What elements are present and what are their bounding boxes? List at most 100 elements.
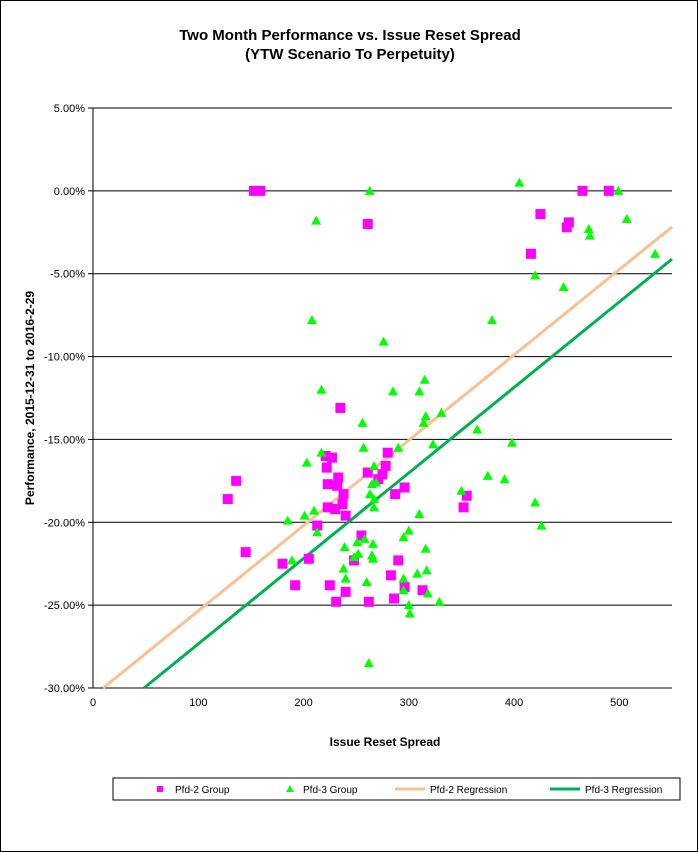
- pfd3-point: [388, 386, 399, 396]
- pfd3-point: [378, 336, 389, 346]
- pfd2-point: [333, 472, 344, 483]
- pfd3-point: [338, 563, 349, 573]
- x-tick-label: 500: [610, 697, 628, 709]
- y-tick-label: -15.00%: [44, 434, 85, 446]
- pfd3-point: [428, 439, 439, 449]
- pfd2-point: [332, 480, 343, 491]
- x-tick-label: 100: [189, 697, 207, 709]
- pfd3-point: [584, 230, 595, 240]
- y-tick-label: -30.00%: [44, 683, 85, 695]
- pfd2-point: [277, 558, 288, 569]
- pfd2-point: [290, 580, 301, 591]
- pfd3-point: [419, 374, 430, 384]
- pfd2-point: [385, 570, 396, 581]
- x-tick-label: 300: [400, 697, 418, 709]
- pfd3-point: [420, 543, 431, 553]
- pfd3-point: [472, 424, 483, 434]
- legend-pfd2-group: Pfd-2 Group: [175, 785, 230, 796]
- pfd2-point: [417, 585, 428, 596]
- pfd2-point: [356, 530, 367, 541]
- pfd2-point: [322, 479, 333, 490]
- pfd2-point: [363, 596, 374, 607]
- pfd3-point: [436, 407, 447, 417]
- pfd3-point: [530, 497, 541, 507]
- pfd3-point: [301, 457, 312, 467]
- pfd2-point: [389, 593, 400, 604]
- pfd3-point: [361, 576, 372, 586]
- pfd2-point: [222, 494, 233, 505]
- legend-pfd2-regression: Pfd-2 Regression: [430, 785, 507, 796]
- pfd2-point: [380, 460, 391, 471]
- pfd3-point: [358, 442, 369, 452]
- pfd2-point: [362, 467, 373, 478]
- y-tick-label: -10.00%: [44, 352, 85, 364]
- pfd3-point: [371, 477, 382, 487]
- pfd3-point: [558, 281, 569, 291]
- pfd3-point: [621, 214, 632, 224]
- pfd3-point: [650, 248, 661, 258]
- pfd2-point: [335, 402, 346, 413]
- pfd2-point: [249, 185, 260, 196]
- y-tick-label: -5.00%: [50, 269, 85, 281]
- pfd2-point: [577, 185, 588, 196]
- pfd2-point: [382, 447, 393, 458]
- pfd2-point: [362, 219, 373, 229]
- pfd3-point: [359, 533, 370, 543]
- pfd2-point: [535, 209, 546, 220]
- pfd3-point: [316, 384, 327, 394]
- pfd3-point: [299, 510, 310, 520]
- legend-pfd3-regression: Pfd-3 Regression: [585, 785, 662, 796]
- x-tick-label: 400: [505, 697, 523, 709]
- pfd3-point: [418, 417, 429, 427]
- x-axis-label: Issue Reset Spread: [330, 735, 441, 749]
- pfd2-point: [338, 489, 349, 500]
- pfd3-point: [583, 223, 594, 233]
- pfd3-point: [422, 588, 433, 598]
- pfd3-point: [398, 532, 409, 542]
- pfd2-point: [255, 185, 266, 196]
- y-tick-label: -20.00%: [44, 517, 85, 529]
- pfd3-point: [353, 548, 364, 558]
- pfd2-point: [525, 248, 536, 259]
- pfd2-point: [322, 502, 333, 513]
- pfd3-point: [414, 386, 425, 396]
- pfd3-point: [482, 470, 493, 480]
- pfd3-point: [414, 509, 425, 518]
- pfd3-point: [369, 494, 380, 504]
- pfd2-point: [312, 520, 323, 531]
- pfd3-point: [456, 485, 467, 495]
- pfd3-point: [412, 568, 423, 578]
- pfd2-point: [340, 586, 351, 597]
- pfd3-point: [340, 573, 351, 583]
- pfd3-point: [486, 315, 497, 325]
- pfd3-point: [398, 585, 409, 595]
- legend: Pfd-2 Group Pfd-3 Group Pfd-2 Regression…: [112, 777, 681, 801]
- pfd3-point: [306, 315, 317, 325]
- chart-title: Two Month Performance vs. Issue Reset Sp…: [179, 27, 520, 44]
- pfd3-point: [309, 505, 320, 515]
- pfd3-point: [434, 596, 445, 606]
- pfd3-point: [312, 527, 323, 537]
- pfd2-point: [390, 489, 401, 500]
- pfd3-point: [420, 411, 431, 421]
- pfd2-point: [561, 222, 572, 233]
- pfd2-point: [340, 510, 351, 521]
- pfd3-point: [364, 185, 375, 195]
- pfd2-point: [461, 490, 472, 501]
- pfd3-point: [286, 555, 297, 565]
- pfd2-point: [399, 581, 410, 592]
- x-tick-label: 200: [294, 697, 312, 709]
- pfd2-point: [240, 547, 251, 558]
- pfd2-point: [337, 499, 348, 510]
- pfd3-point: [368, 538, 379, 548]
- pfd3-point: [514, 177, 525, 187]
- pfd2-point: [393, 555, 404, 566]
- pfd3-point: [364, 489, 375, 499]
- pfd3-point: [393, 442, 404, 452]
- legend-triangle-marker: [286, 785, 294, 792]
- pfd2-point: [399, 482, 410, 493]
- pfd2-point: [373, 474, 384, 485]
- pfd3-point: [368, 553, 379, 563]
